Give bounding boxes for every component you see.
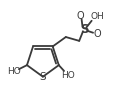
Text: OH: OH — [90, 12, 104, 21]
Text: S: S — [40, 72, 46, 82]
Text: HO: HO — [62, 71, 75, 80]
Text: S: S — [80, 23, 89, 36]
Text: HO: HO — [7, 67, 20, 76]
Text: O: O — [93, 29, 101, 39]
Text: O: O — [77, 10, 84, 20]
